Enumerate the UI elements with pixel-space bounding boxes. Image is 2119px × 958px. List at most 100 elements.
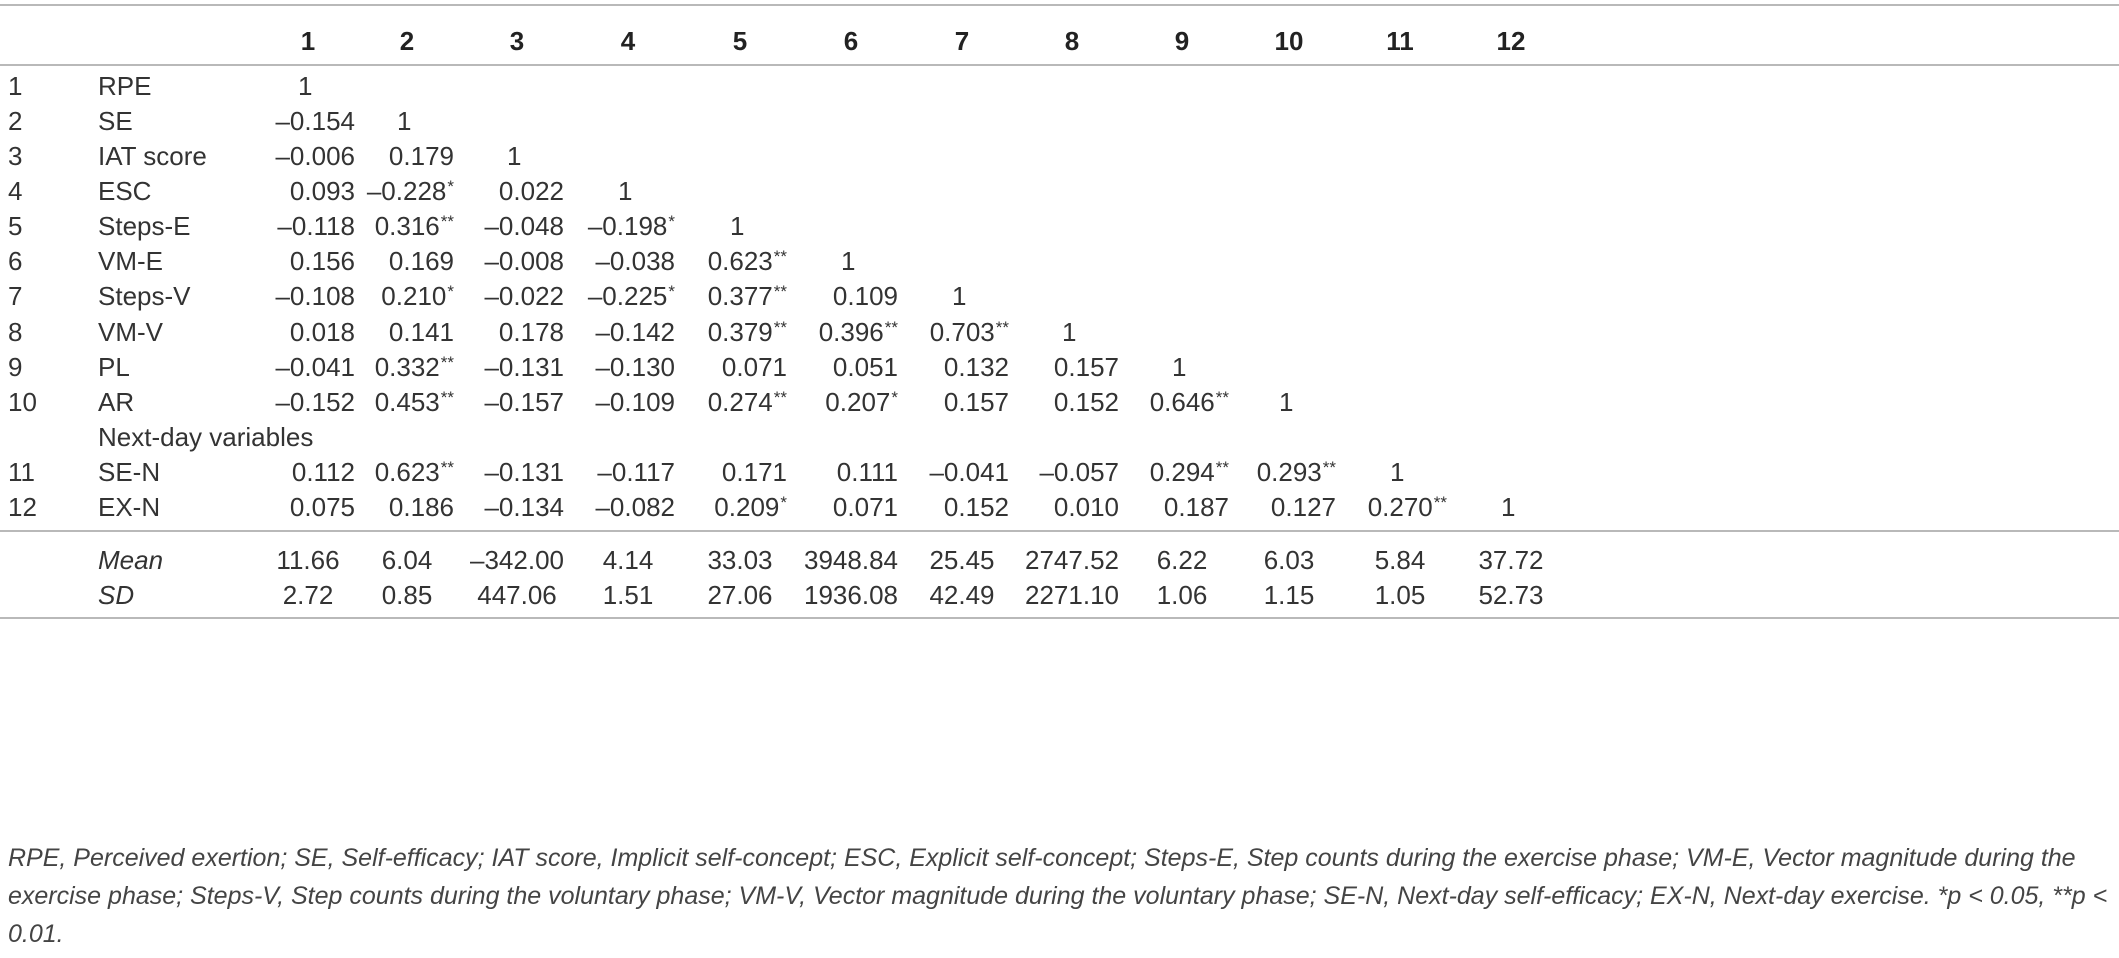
summary-cell: 2271.10 <box>1025 580 1119 610</box>
row-number: 7 <box>8 281 23 311</box>
correlation-cell: –0.057 <box>1039 457 1119 487</box>
diagonal-cell: 1 <box>397 106 412 136</box>
diagonal-cell: 1 <box>507 141 522 171</box>
correlation-cell: 0.071 <box>832 492 898 522</box>
summary-row: Mean 11.66 6.04 –342.00 4.14 33.03 3948.84 25.4… <box>0 537 2119 584</box>
correlation-cell: –0.131 <box>484 457 564 487</box>
correlation-cell: –0.198* <box>587 211 675 241</box>
correlation-cell: 0.127 <box>1270 492 1336 522</box>
variable-name: SE <box>98 106 133 136</box>
column-header: 1 <box>300 26 316 56</box>
row-number: 5 <box>8 211 23 241</box>
correlation-cell: 0.207* <box>825 387 898 417</box>
column-header: 9 <box>1174 26 1190 56</box>
correlation-cell: –0.134 <box>484 492 564 522</box>
summary-cell: 6.04 <box>381 545 433 575</box>
column-header: 7 <box>954 26 970 56</box>
diagonal-cell: 1 <box>618 176 633 206</box>
correlation-cell: 0.396** <box>818 317 898 347</box>
correlation-cell: 0.171 <box>721 457 787 487</box>
correlation-cell: 0.109 <box>832 281 898 311</box>
summary-cell: 1936.08 <box>804 580 898 610</box>
column-header: 12 <box>1496 26 1526 56</box>
table-row: 5 Steps-E –0.118 0.316** –0.048 –0.198* 1 <box>0 203 2119 250</box>
correlation-cell: 0.209* <box>714 492 787 522</box>
correlation-cell: 0.152 <box>943 492 1009 522</box>
table-row: 1 RPE 1 <box>0 63 2119 110</box>
variable-name: EX-N <box>98 492 161 522</box>
summary-cell: 37.72 <box>1478 545 1544 575</box>
table-row: Next-day variables <box>0 414 2119 461</box>
summary-cell: 3948.84 <box>804 545 898 575</box>
variable-name: Steps-E <box>98 211 191 241</box>
correlation-cell: 0.071 <box>721 352 787 382</box>
correlation-cell: –0.006 <box>275 141 355 171</box>
correlation-cell: –0.142 <box>595 317 675 347</box>
correlation-cell: –0.154 <box>275 106 355 136</box>
correlation-cell: 0.075 <box>289 492 355 522</box>
diagonal-cell: 1 <box>1501 492 1516 522</box>
column-header: 10 <box>1274 26 1304 56</box>
correlation-cell: 0.179 <box>388 141 454 171</box>
diagonal-cell: 1 <box>841 246 856 276</box>
correlation-cell: –0.152 <box>275 387 355 417</box>
correlation-cell: –0.038 <box>595 246 675 276</box>
correlation-cell: 0.703** <box>929 317 1009 347</box>
correlation-cell: 0.270** <box>1367 492 1447 522</box>
correlation-cell: 0.332** <box>374 352 454 382</box>
row-number: 3 <box>8 141 23 171</box>
correlation-cell: 0.377** <box>707 281 787 311</box>
variable-name: Steps-V <box>98 281 191 311</box>
correlation-cell: –0.022 <box>484 281 564 311</box>
correlation-cell: –0.225* <box>587 281 675 311</box>
correlation-cell: 0.010 <box>1053 492 1119 522</box>
column-header: 6 <box>843 26 859 56</box>
correlation-cell: 0.152 <box>1053 387 1119 417</box>
diagonal-cell: 1 <box>298 71 313 101</box>
table-row: 2 SE –0.154 1 <box>0 98 2119 145</box>
row-number: 8 <box>8 317 23 347</box>
summary-cell: 42.49 <box>929 580 995 610</box>
correlation-cell: –0.157 <box>484 387 564 417</box>
table-row: 11 SE-N 0.112 0.623** –0.131 –0.117 0.171 0.111… <box>0 449 2119 496</box>
correlation-cell: 0.178 <box>498 317 564 347</box>
column-header: 2 <box>399 26 415 56</box>
column-header: 3 <box>509 26 525 56</box>
summary-cell: 1.51 <box>602 580 654 610</box>
column-header: 11 <box>1386 26 1414 56</box>
summary-cell: 447.06 <box>477 580 557 610</box>
summary-cell: 11.66 <box>276 545 340 575</box>
correlation-cell: 0.093 <box>289 176 355 206</box>
table-row: 9 PL –0.041 0.332** –0.131 –0.130 0.071 0.051 0.… <box>0 344 2119 391</box>
correlation-cell: 0.112 <box>291 457 355 487</box>
table-row: 3 IAT score –0.006 0.179 1 <box>0 133 2119 180</box>
correlation-cell: –0.118 <box>277 211 355 241</box>
correlation-cell: 0.157 <box>943 387 1009 417</box>
bottom-rule <box>0 617 2119 619</box>
summary-cell: 52.73 <box>1478 580 1544 610</box>
summary-cell: 33.03 <box>707 545 773 575</box>
table-row: 8 VM-V 0.018 0.141 0.178 –0.142 0.379** 0.396**… <box>0 309 2119 356</box>
correlation-cell: 0.051 <box>832 352 898 382</box>
summary-cell: 6.03 <box>1263 545 1315 575</box>
summary-cell: 25.45 <box>929 545 995 575</box>
summary-rule <box>0 530 2119 532</box>
correlation-cell: –0.131 <box>484 352 564 382</box>
variable-name: IAT score <box>98 141 207 171</box>
variable-name: Next-day variables <box>98 422 314 452</box>
diagonal-cell: 1 <box>730 211 745 241</box>
column-header: 5 <box>732 26 748 56</box>
correlation-cell: 0.111 <box>836 457 898 487</box>
column-header: 4 <box>620 26 636 56</box>
table-row: 12 EX-N 0.075 0.186 –0.134 –0.082 0.209* 0.071 0… <box>0 484 2119 531</box>
correlation-cell: –0.041 <box>929 457 1009 487</box>
row-number: 1 <box>8 71 23 101</box>
correlation-cell: 0.169 <box>388 246 454 276</box>
correlation-cell: –0.082 <box>595 492 675 522</box>
diagonal-cell: 1 <box>1172 352 1187 382</box>
header-row: 1 2 3 4 5 6 7 8 9 10 11 12 <box>0 18 2119 65</box>
correlation-cell: 0.316** <box>374 211 454 241</box>
summary-label: Mean <box>98 545 164 575</box>
correlation-cell: 0.210* <box>381 281 454 311</box>
correlation-cell: 0.022 <box>498 176 564 206</box>
